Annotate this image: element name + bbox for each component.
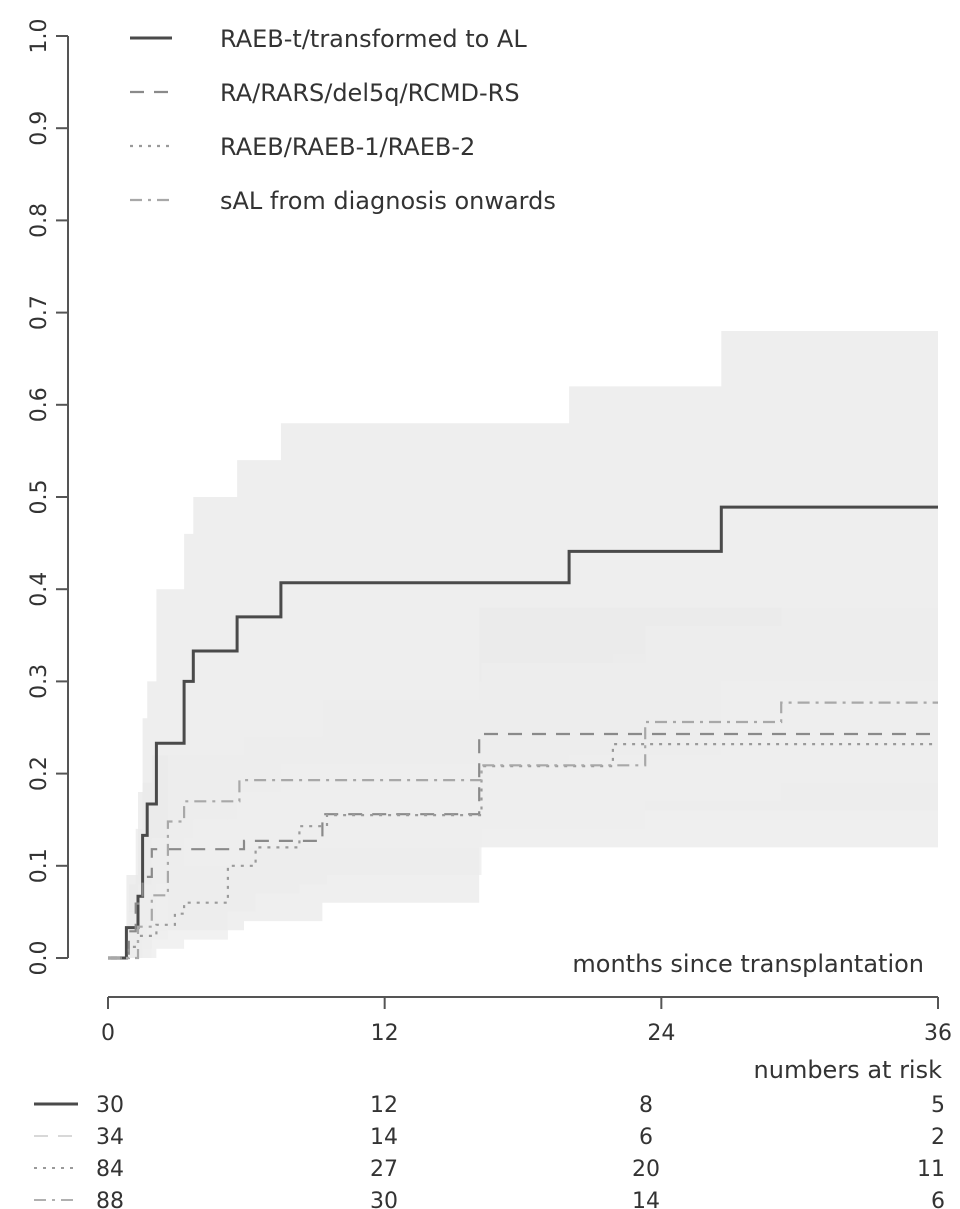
y-tick-label: 0.1 [27,848,52,883]
x-axis-label: months since transplantation [572,950,924,978]
legend-label: RA/RARS/del5q/RCMD-RS [220,79,520,107]
series-line-4 [108,701,938,960]
risk-value: 84 [96,1157,124,1182]
y-tick-label: 1.0 [27,19,52,54]
risk-table-title: numbers at risk [754,1056,943,1084]
confidence-bands [108,331,938,958]
legend-label: RAEB/RAEB-1/RAEB-2 [220,133,475,161]
x-tick-label: 36 [924,1021,952,1046]
risk-value: 11 [917,1157,945,1182]
risk-value: 2 [931,1125,945,1150]
y-tick-label: 0.9 [27,111,52,146]
risk-value: 30 [370,1189,398,1209]
legend: RAEB-t/transformed to AL RA/RARS/del5q/RC… [130,25,556,215]
legend-label: RAEB-t/transformed to AL [220,25,527,53]
risk-value: 8 [639,1093,653,1118]
risk-value: 34 [96,1125,124,1150]
risk-value: 6 [931,1189,945,1209]
y-tick-label: 0.3 [27,664,52,699]
x-tick-label: 12 [371,1021,399,1046]
y-tick-label: 0.0 [27,941,52,976]
risk-value: 6 [639,1125,653,1150]
series-line-2 [108,732,938,960]
risk-value: 88 [96,1189,124,1209]
series-lines [108,505,938,960]
y-tick-label: 0.5 [27,480,52,515]
y-tick-label: 0.2 [27,756,52,791]
y-tick-label: 0.7 [27,295,52,330]
y-tick-label: 0.4 [27,572,52,607]
y-tick-label: 0.8 [27,203,52,238]
x-tick-label: 24 [647,1021,675,1046]
legend-label: sAL from diagnosis onwards [220,187,556,215]
risk-value: 20 [632,1157,660,1182]
confidence-band-4 [108,589,938,958]
risk-value: 12 [370,1093,398,1118]
risk-value: 5 [931,1093,945,1118]
risk-value: 14 [632,1189,660,1209]
risk-value: 30 [96,1093,124,1118]
x-tick-label: 0 [101,1021,115,1046]
y-tick-label: 0.6 [27,387,52,422]
risk-value: 14 [370,1125,398,1150]
y-axis: 0.0 0.1 0.2 0.3 0.4 0.5 0.6 0.7 0.8 0.9 1.0 [27,19,69,976]
x-axis: 0 12 24 36 [101,996,952,1046]
risk-value: 27 [370,1157,398,1182]
risk-table: numbers at risk 30 12 8 5 34 14 6 2 84 27 20 11 88 30… [34,1056,945,1209]
